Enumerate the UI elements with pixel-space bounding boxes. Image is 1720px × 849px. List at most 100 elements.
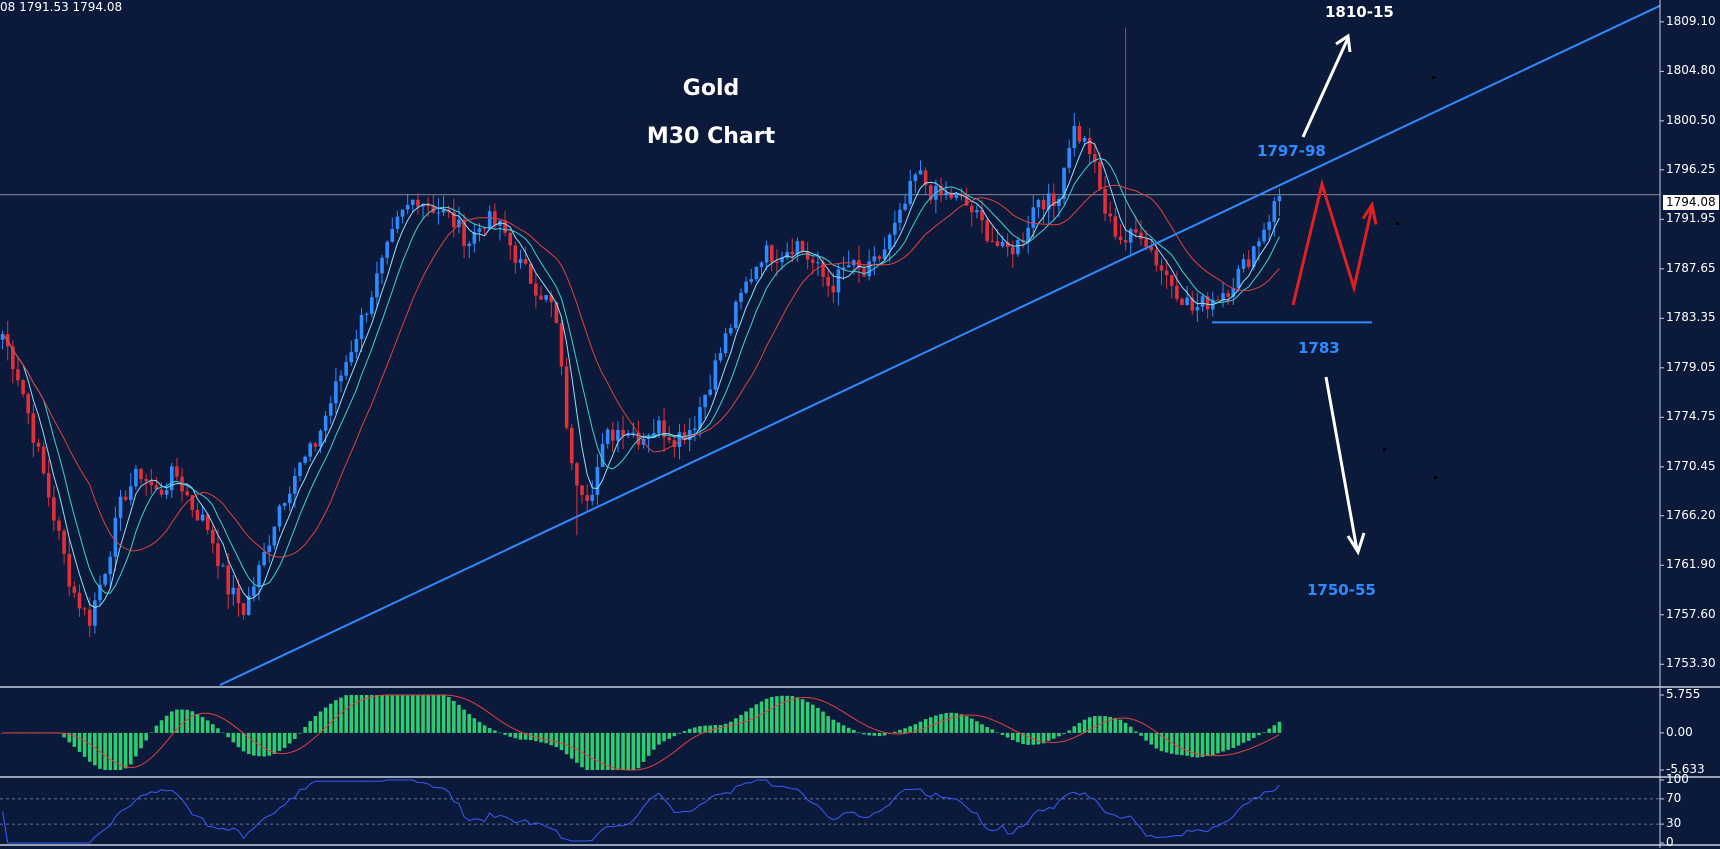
macd-bar (1272, 725, 1277, 733)
candle (969, 202, 974, 227)
candle (236, 579, 241, 617)
candle-body (1005, 242, 1010, 248)
candle-body (764, 245, 769, 263)
candle-body (1252, 246, 1256, 268)
candle-body (1190, 297, 1195, 311)
candle-body (395, 216, 400, 229)
candle (31, 404, 36, 458)
macd-bar (503, 732, 507, 735)
macd-bar (1164, 732, 1169, 753)
candle-body (831, 285, 836, 293)
candle (1093, 142, 1097, 174)
candle-body (21, 380, 25, 395)
candle (1041, 195, 1046, 224)
candle-body (1180, 298, 1184, 306)
candle-body (349, 352, 354, 363)
chart-subtitle: M30 Chart (646, 124, 776, 149)
macd-bar (698, 726, 702, 733)
macd-bar (1216, 732, 1220, 754)
price-tick-label: 1787.65 (1666, 260, 1716, 275)
macd-bar (446, 696, 451, 733)
candle (564, 357, 569, 430)
macd-bar (77, 732, 82, 752)
macd-bar (123, 732, 128, 769)
candle-body (590, 494, 595, 501)
candle-body (759, 262, 764, 268)
candlestick-series (0, 27, 1660, 637)
candle-body (1031, 207, 1036, 228)
candle-body (159, 489, 164, 495)
macd-bar (457, 704, 461, 733)
candle-body (1123, 240, 1128, 243)
candle-body (436, 212, 441, 214)
candle (1272, 197, 1277, 237)
macd-bar (1154, 732, 1159, 749)
macd-bar (959, 714, 964, 733)
macd-bar (211, 724, 215, 733)
macd-bar (1159, 732, 1164, 752)
candle (513, 241, 518, 274)
candle-body (103, 574, 107, 585)
macd-bar (769, 696, 774, 733)
candle-body (508, 232, 513, 246)
candle (175, 457, 179, 480)
candle (128, 473, 133, 506)
macd-bar (672, 732, 677, 737)
macd-bar (734, 718, 738, 733)
candle (303, 455, 307, 465)
marker-dot (1432, 76, 1435, 79)
macd-bar (518, 732, 523, 740)
macd-bar (185, 709, 189, 733)
candle (708, 374, 713, 397)
macd-bar (1149, 732, 1154, 745)
candle-body (605, 429, 610, 444)
macd-bar (1185, 732, 1189, 756)
candle-body (595, 466, 600, 495)
candle (846, 250, 851, 268)
candle (221, 563, 225, 567)
candle-body (862, 268, 866, 277)
macd-bar (1108, 716, 1113, 733)
macd-bar (980, 724, 984, 733)
candle (518, 249, 523, 269)
candle-body (539, 295, 543, 300)
macd-bar (482, 725, 487, 733)
candle (390, 217, 395, 243)
macd-bar (559, 732, 564, 751)
macd-bar (759, 701, 764, 733)
candle-body (31, 413, 36, 443)
candle-body (1267, 221, 1271, 230)
candle-body (626, 433, 630, 436)
candle-body (544, 295, 548, 300)
candle (1016, 237, 1020, 257)
target-up-label: 1810-15 (1325, 3, 1394, 21)
macd-bar (703, 725, 707, 733)
candle-body (139, 468, 143, 480)
candle (667, 426, 671, 444)
candle-body (1087, 137, 1092, 154)
macd-bar (144, 732, 148, 741)
candle (1052, 183, 1056, 220)
candle (282, 502, 287, 510)
candle-body (16, 369, 20, 381)
candle (882, 237, 887, 262)
candle-body (123, 496, 128, 500)
candle (1036, 198, 1041, 219)
candle-body (1098, 162, 1102, 189)
candle (600, 433, 605, 468)
candle (359, 307, 364, 353)
arrow-up (1301, 37, 1350, 138)
macd-bar (795, 697, 800, 733)
candle-body (262, 551, 266, 566)
macd-bar (523, 732, 528, 740)
macd-bar (1010, 732, 1015, 741)
candle-body (303, 456, 307, 463)
candle (169, 462, 174, 498)
marker-dot (1396, 222, 1399, 225)
macd-bar (682, 731, 687, 733)
candle-body (293, 475, 297, 494)
support-label: 1783 (1298, 339, 1340, 357)
candle (836, 263, 841, 306)
candle-body (400, 209, 405, 217)
macd-bar (1093, 716, 1097, 733)
